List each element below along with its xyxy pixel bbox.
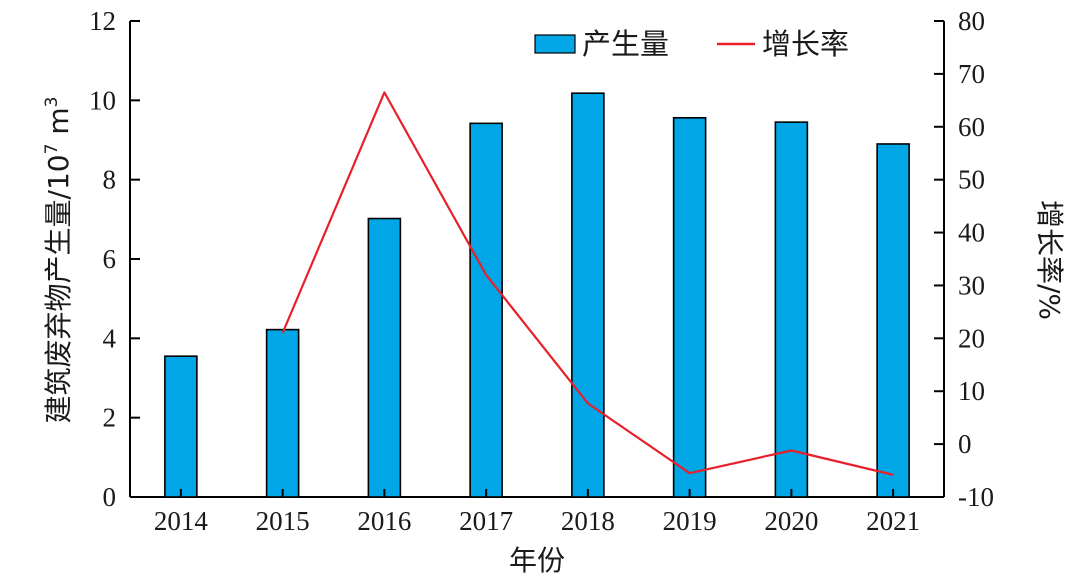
left-axis-title: 建筑废弃物产生量/107 m3 [42, 97, 75, 424]
right-tick-label-60: 60 [958, 112, 985, 142]
bar-2019 [672, 116, 707, 498]
right-tick-label-0: 0 [958, 429, 972, 459]
bar-2016 [367, 217, 402, 498]
legend: 产生量 增长率 [534, 27, 849, 61]
growth-line-path [281, 91, 894, 476]
x-tick-label-2019: 2019 [663, 506, 717, 536]
x-tick-label-2020: 2020 [764, 506, 818, 536]
right-tick-label-70: 70 [958, 59, 985, 89]
right-axis-title: 增长率/% [1033, 200, 1066, 320]
x-axis-title: 年份 [509, 544, 565, 577]
left-tick-label-12: 12 [89, 6, 116, 36]
left-tick-label-2: 2 [103, 403, 117, 433]
x-tick-label-2016: 2016 [357, 506, 411, 536]
left-tick-label-6: 6 [103, 244, 117, 274]
left-axis-ticks: 0 2 4 6 8 10 12 [89, 6, 140, 512]
legend-bar-swatch [534, 34, 576, 54]
legend-line-label: 增长率 [762, 27, 849, 61]
x-tick-label-2018: 2018 [561, 506, 615, 536]
bars [164, 92, 910, 498]
bar-2015 [265, 328, 300, 498]
axes [129, 21, 945, 498]
bar-2017 [469, 122, 503, 498]
x-tick-label-2015: 2015 [256, 506, 310, 536]
x-axis-ticks: 2014 2015 2016 2017 2018 2019 2020 2021 [154, 489, 920, 536]
growth-line [281, 91, 894, 476]
bar-2021 [876, 143, 910, 498]
legend-bar-label: 产生量 [582, 27, 669, 61]
right-tick-label-30: 30 [958, 270, 985, 300]
x-tick-label-2021: 2021 [866, 506, 920, 536]
bar-2014 [164, 355, 198, 498]
right-tick-label-80: 80 [958, 6, 985, 36]
right-tick-label--10: -10 [958, 482, 994, 512]
bar-2018 [571, 92, 605, 498]
left-tick-label-4: 4 [103, 323, 117, 353]
x-tick-label-2014: 2014 [154, 506, 209, 536]
x-tick-label-2017: 2017 [459, 506, 513, 536]
left-tick-label-10: 10 [89, 85, 116, 115]
left-tick-label-8: 8 [103, 165, 117, 195]
right-tick-label-40: 40 [958, 218, 985, 248]
right-tick-label-10: 10 [958, 376, 985, 406]
right-axis-ticks: -10 0 10 20 30 40 50 60 70 80 [934, 6, 994, 512]
right-tick-label-50: 50 [958, 165, 985, 195]
left-tick-label-0: 0 [103, 482, 117, 512]
bar-2020 [774, 121, 809, 498]
right-tick-label-20: 20 [958, 323, 985, 353]
